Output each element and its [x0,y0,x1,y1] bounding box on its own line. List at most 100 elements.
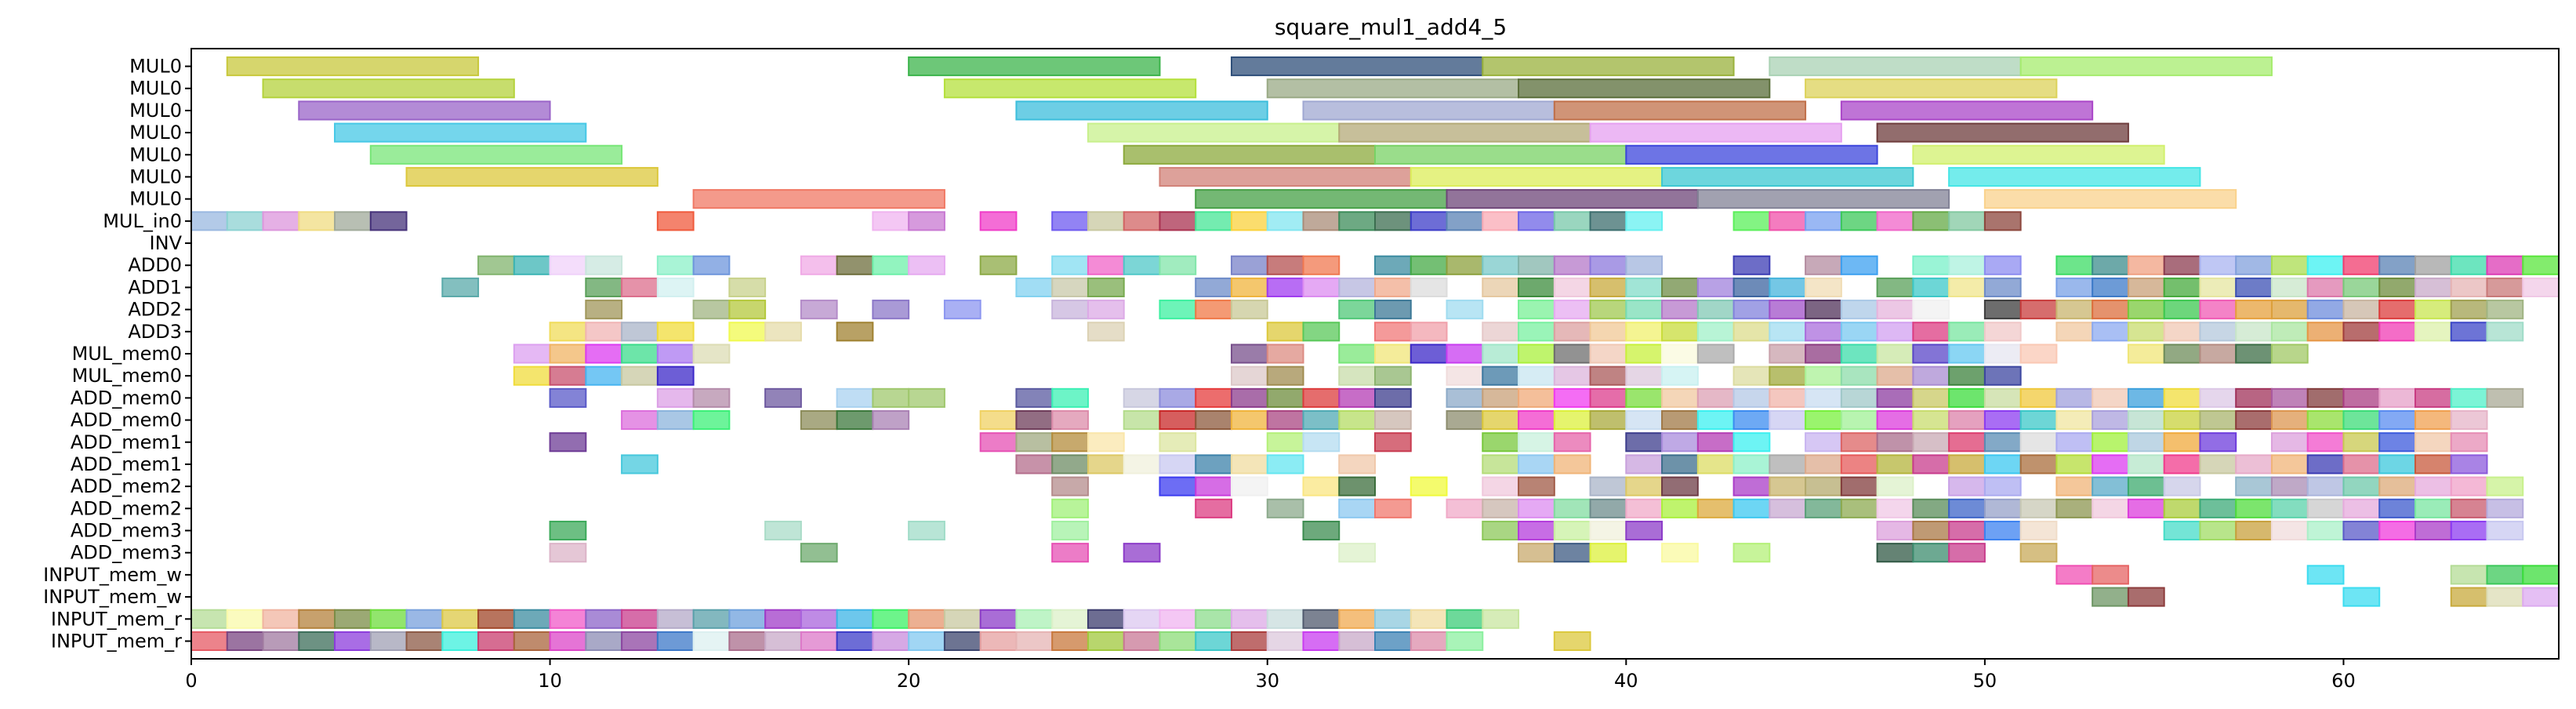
task-bar [1805,432,1842,453]
task-bar [2486,277,2524,297]
task-bar [1446,255,1484,275]
task-bar [1553,277,1591,297]
task-bar [1912,454,1950,474]
task-bar [1518,432,1555,453]
task-bar [334,609,372,629]
task-bar [1230,277,1268,297]
task-bar [1732,410,1771,431]
task-bar [1338,609,1376,629]
task-bar [1696,344,1735,364]
task-bar [656,322,695,342]
task-bar [2235,277,2273,297]
task-bar [1195,410,1232,431]
task-bar [2378,498,2416,518]
task-bar [2127,344,2165,364]
task-bar [1374,322,1412,342]
task-bar [2270,498,2309,518]
task-bar [1948,543,1986,563]
task-bar [2378,300,2416,320]
task-bar [2378,410,2416,431]
task-bar [1876,410,1914,431]
task-bar [800,609,838,629]
task-bar [1266,277,1304,297]
task-bar [2450,587,2488,607]
task-bar [800,255,838,275]
task-bar [1983,365,2022,386]
y-tick-label: ADD1 [128,276,182,298]
y-tick-label: MUL0 [129,56,182,78]
x-tick-label: 40 [1614,670,1638,692]
task-bar [1948,476,1986,496]
task-bar [1195,277,1232,297]
task-bar [1876,300,1914,320]
task-bar [2450,387,2488,408]
task-bar [656,365,695,386]
task-bar [1338,543,1376,563]
task-bar [2450,410,2488,431]
task-bar [1732,211,1771,231]
task-bar [1051,454,1089,474]
task-bar [2450,565,2488,585]
task-bar [262,211,300,231]
task-bar [2163,255,2201,275]
task-bar [1374,344,1412,364]
task-bar [2127,454,2165,474]
task-bar [908,56,1161,77]
task-bar [621,277,659,297]
task-bar [2163,432,2201,453]
y-tick-label: MUL0 [129,100,182,122]
task-bar [1087,300,1125,320]
task-bar [1087,454,1125,474]
task-bar [441,277,480,297]
task-bar [1123,387,1161,408]
task-bar [405,631,444,652]
task-bar [1769,322,1807,342]
chart-title: square_mul1_add4_5 [1275,14,1507,40]
task-bar [764,631,802,652]
task-bar [1051,410,1089,431]
task-bar [621,631,659,652]
task-bar [836,255,874,275]
task-bar [2092,387,2129,408]
task-bar [1876,344,1914,364]
task-bar [2342,410,2381,431]
task-bar [1732,432,1771,453]
task-bar [1732,476,1771,496]
task-bar [2019,56,2273,77]
task-bar [1446,609,1484,629]
task-bar [1302,520,1341,541]
task-bar [1732,255,1771,275]
task-bar [2199,454,2237,474]
task-bar [2092,410,2129,431]
task-bar [2306,322,2345,342]
task-bar [1661,387,1699,408]
task-bar [979,631,1018,652]
task-bar [1482,454,1520,474]
task-bar [1051,277,1089,297]
y-tick-label: MUL_in0 [103,210,182,232]
task-bar [872,631,910,652]
task-bar [1983,498,2022,518]
task-bar [1983,454,2022,474]
task-bar [1195,476,1232,496]
task-bar [1159,410,1197,431]
task-bar [1948,432,1986,453]
task-bar [979,432,1018,453]
task-bar [1912,432,1950,453]
y-tick-label: MUL0 [129,144,182,165]
task-bar [1230,387,1268,408]
task-bar [1302,322,1341,342]
task-bar [2342,587,2381,607]
task-bar [513,631,551,652]
task-bar [2019,454,2058,474]
task-bar [1553,498,1591,518]
task-bar [1482,432,1520,453]
task-bar [190,631,228,652]
task-bar [1015,277,1054,297]
task-bar [656,255,695,275]
task-bar [1840,476,1878,496]
task-bar [585,631,623,652]
task-bar [1051,476,1089,496]
task-bar [1625,344,1664,364]
task-bar [1482,520,1520,541]
